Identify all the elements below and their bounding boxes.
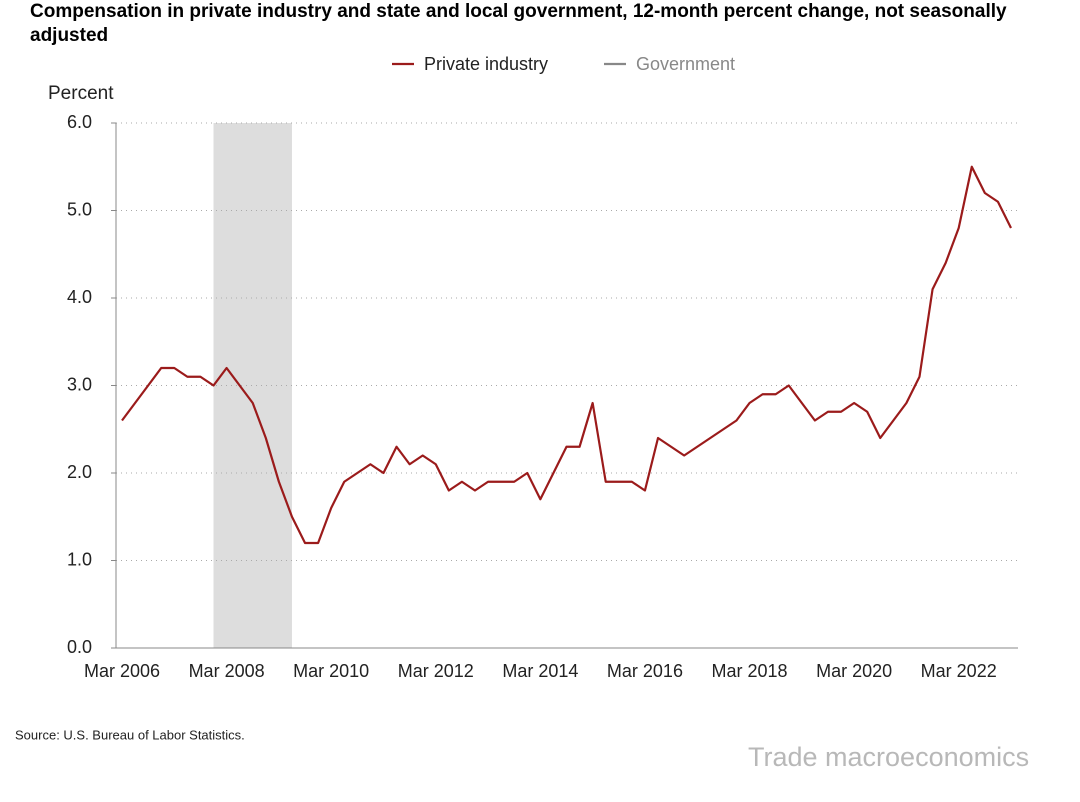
- x-tick-label: Mar 2020: [816, 661, 892, 681]
- legend-label: Government: [636, 54, 735, 74]
- x-tick-label: Mar 2010: [293, 661, 369, 681]
- y-axis-label: Percent: [48, 83, 114, 104]
- y-tick-label: 2.0: [67, 462, 92, 482]
- y-tick-label: 1.0: [67, 549, 92, 569]
- y-tick-label: 0.0: [67, 637, 92, 657]
- y-tick-label: 6.0: [67, 112, 92, 132]
- y-tick-label: 3.0: [67, 374, 92, 394]
- series-line: [121, 165, 1012, 545]
- x-tick-label: Mar 2012: [398, 661, 474, 681]
- y-tick-label: 5.0: [67, 199, 92, 219]
- recession-band: [213, 123, 292, 648]
- x-tick-label: Mar 2006: [84, 661, 160, 681]
- x-tick-label: Mar 2022: [921, 661, 997, 681]
- y-tick-label: 4.0: [67, 287, 92, 307]
- chart-title: Compensation in private industry and sta…: [30, 1, 1007, 46]
- source: Source: U.S. Bureau of Labor Statistics.: [15, 727, 245, 742]
- x-tick-label: Mar 2016: [607, 661, 683, 681]
- x-tick-label: Mar 2008: [189, 661, 265, 681]
- x-tick-label: Mar 2014: [502, 661, 578, 681]
- watermark: Trade macroeconomics: [748, 742, 1029, 772]
- legend-label: Private industry: [424, 54, 548, 74]
- x-tick-label: Mar 2018: [712, 661, 788, 681]
